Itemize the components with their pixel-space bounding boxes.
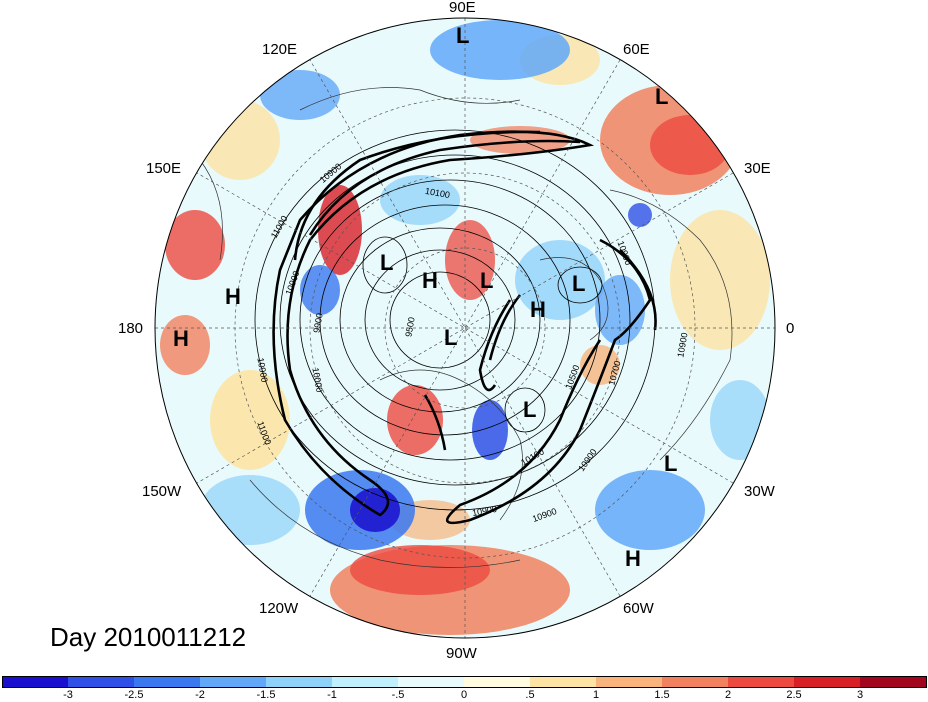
colorbar-tick-label: -2.5	[124, 689, 144, 701]
colorbar-segment	[860, 676, 927, 688]
lon-label-90e: 90E	[449, 0, 476, 16]
low-pressure-marker: L	[480, 268, 494, 293]
colorbar-tick-label: 1.5	[654, 689, 670, 701]
jet-stream-contours	[272, 130, 657, 525]
colorbar-segment	[2, 676, 69, 688]
date-label: Day 2010011212	[50, 622, 247, 652]
colorbar-tick-label: 3	[856, 689, 864, 701]
colorbar-tick-label: 2.5	[786, 689, 802, 701]
graticule	[155, 18, 775, 638]
colorbar-segment	[398, 676, 465, 688]
high-pressure-marker: H	[422, 268, 438, 293]
lon-label-90w: 90W	[446, 645, 477, 662]
colorbar-segment	[266, 676, 333, 688]
colorbar-tick-label: .5	[525, 689, 535, 701]
high-pressure-marker: H	[173, 326, 189, 351]
lon-label-60e: 60E	[623, 41, 650, 58]
high-pressure-marker: H	[625, 546, 641, 571]
colorbar-tick-label: -3	[63, 689, 73, 701]
low-pressure-marker: L	[444, 325, 458, 350]
colorbar-segment	[596, 676, 663, 688]
lon-label-150e: 150E	[146, 160, 182, 177]
low-pressure-marker: L	[655, 84, 669, 109]
colorbar-segment	[68, 676, 135, 688]
colorbar-segment	[530, 676, 597, 688]
lon-label-180: 180	[118, 320, 144, 337]
colorbar-tick-label: -1	[327, 689, 337, 701]
colorbar-segment	[464, 676, 531, 688]
low-pressure-marker: L	[380, 250, 394, 275]
lon-label-120e: 120E	[262, 41, 298, 58]
anomaly-field	[160, 20, 770, 635]
colorbar-tick-label: 1	[592, 689, 600, 701]
colorbar-segment	[200, 676, 267, 688]
colorbar-tick-label: -.5	[391, 689, 405, 701]
colorbar-tick-label: 2	[724, 689, 732, 701]
colorbar-tick-label: -2	[195, 689, 205, 701]
colorbar-segment	[662, 676, 729, 688]
colorbar-segment	[728, 676, 795, 688]
low-pressure-marker: L	[456, 23, 470, 48]
coastlines	[199, 87, 733, 568]
high-pressure-marker: H	[225, 284, 241, 309]
colorbar-segment	[332, 676, 399, 688]
low-pressure-marker: L	[572, 271, 586, 296]
colorbar-segment	[134, 676, 201, 688]
colorbar-segment	[794, 676, 861, 688]
lon-label-30e: 30E	[744, 160, 771, 177]
map-boundary	[154, 17, 776, 639]
colorbar-tick-label: -1.5	[256, 689, 276, 701]
colorbar-tick-label: 0	[460, 689, 468, 701]
lon-label-60w: 60W	[623, 600, 654, 617]
lon-label-150w: 150W	[142, 483, 182, 500]
low-pressure-marker: L	[664, 451, 678, 476]
lon-label-0: 0	[786, 320, 795, 337]
lon-label-120w: 120W	[259, 600, 299, 617]
high-pressure-marker: H	[530, 297, 546, 322]
low-pressure-marker: L	[523, 397, 537, 422]
lon-label-30w: 30W	[744, 483, 775, 500]
